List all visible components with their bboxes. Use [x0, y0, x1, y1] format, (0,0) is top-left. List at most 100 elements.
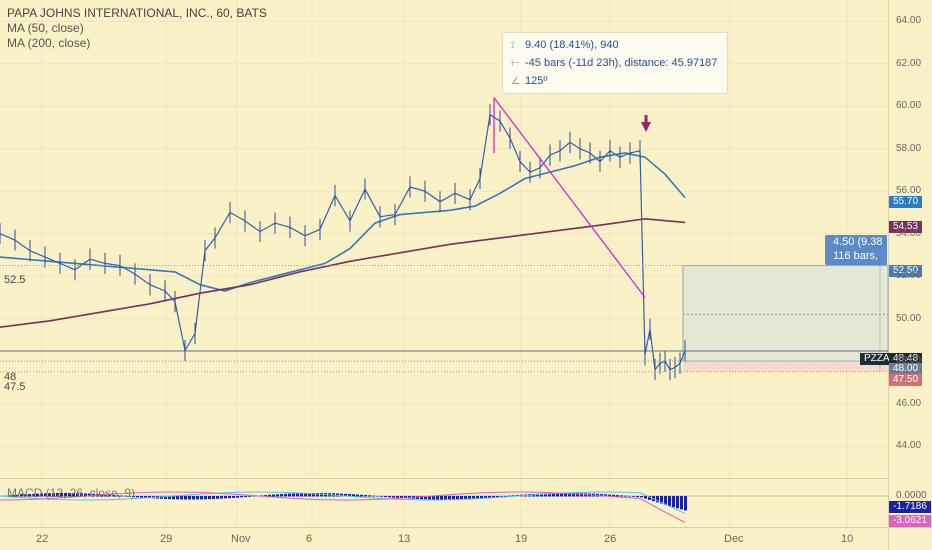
tooltip-price-row: ⟟ 9.40 (18.41%), 940	[511, 39, 619, 53]
short-position-box[interactable]	[682, 265, 889, 372]
left-label-entry: 48	[4, 371, 17, 383]
macd-hist-bar	[636, 496, 639, 498]
price-lines	[0, 265, 888, 373]
macd-hist-bar	[136, 496, 139, 498]
position-label-line2: 116 bars,	[833, 250, 879, 262]
macd-hist-bar	[68, 493, 71, 497]
macd-hist-bar	[664, 496, 667, 505]
macd-hist-bar	[112, 494, 115, 497]
measure-tooltip: ⟟ 9.40 (18.41%), 940 ⊢ -45 bars (-11d 23h)…	[502, 32, 728, 94]
macd-hist-bar	[632, 496, 635, 497]
macd-hist-bar	[344, 493, 347, 497]
macd-hist-bar	[200, 496, 203, 500]
macd-zero-label: 0.0000	[896, 490, 927, 501]
macd-hist-bar	[484, 496, 487, 498]
macd-hist-bar	[292, 493, 295, 497]
macd-hist-bar	[28, 494, 31, 497]
x-tick-label: 22	[36, 533, 49, 545]
macd-hist-bar	[388, 496, 391, 498]
y-tick-label: 54.00	[896, 227, 922, 239]
loss-zone	[683, 361, 888, 372]
macd-hist-bar	[384, 496, 387, 498]
macd-hist-bar	[672, 496, 675, 508]
tooltip-angle-row: ∠ 125º	[511, 75, 547, 89]
macd-hist-bar	[196, 496, 199, 500]
macd-hist-bar	[208, 496, 211, 500]
macd-hist-bar	[400, 496, 403, 499]
macd-hist-bar	[52, 493, 55, 497]
tooltip-bars-row: ⊢ -45 bars (-11d 23h), distance: 45.97187	[511, 57, 717, 71]
target-price-tag: 52.50	[889, 265, 923, 277]
macd-hist-bar	[372, 495, 375, 497]
macd-hist-bar	[84, 493, 87, 497]
macd-hist-bar	[648, 496, 651, 500]
macd-hist-bar	[116, 495, 119, 497]
x-tick-label: 10	[841, 533, 854, 545]
macd-hist-bar	[604, 494, 607, 497]
macd-hist-bar	[612, 494, 615, 497]
symbol-tag: PZZA	[860, 353, 894, 365]
macd-hist-bar	[184, 496, 187, 500]
pane-divider	[0, 478, 888, 479]
macd-hist-bar	[176, 496, 179, 500]
macd-hist-bar	[656, 496, 659, 503]
macd-hist-bar	[424, 496, 427, 500]
macd-hist-bar	[248, 496, 251, 497]
ma50-legend[interactable]: MA (50, close)	[7, 21, 84, 35]
macd-hist-bar	[440, 496, 443, 500]
macd-hist-bar	[352, 494, 355, 497]
macd-hist-bar	[572, 493, 575, 497]
macd-hist-bar	[228, 496, 231, 499]
macd-hist-bar	[492, 496, 495, 498]
signal-arrow-stem	[644, 115, 648, 123]
macd-hist-bar	[188, 496, 191, 500]
macd-hist-bar	[148, 496, 151, 499]
macd-hist-bar	[316, 493, 319, 497]
ma200-line	[0, 217, 686, 328]
time-axis-divider	[0, 527, 932, 528]
macd-hist-bar	[544, 493, 547, 497]
y-tick-label: 56.00	[896, 185, 922, 197]
macd-hist-bar	[616, 495, 619, 497]
position-label[interactable]: 4.50 (9.38 116 bars,	[825, 235, 887, 265]
macd-hist-bar	[88, 493, 91, 497]
macd-hist-bar	[428, 496, 431, 500]
macd-hist-bar	[180, 496, 183, 500]
x-tick-label: 19	[515, 533, 528, 545]
ma50-line	[0, 152, 686, 292]
left-label-target: 52.5	[4, 274, 26, 286]
y-tick-label: 44.00	[896, 440, 922, 452]
macd-hist-bar	[448, 496, 451, 500]
macd-hist-bar	[576, 493, 579, 497]
macd-hist-bar	[140, 496, 143, 498]
last-price-tag: 48.48	[889, 353, 923, 365]
stop-price-tag: 47.50	[889, 374, 923, 386]
macd-hist-bar	[216, 496, 219, 499]
y-tick-label: 50.00	[896, 312, 922, 324]
macd-hist-bar	[80, 493, 83, 497]
macd-hist-bar	[60, 493, 63, 497]
macd-hist-bar	[624, 495, 627, 497]
ma200-legend[interactable]: MA (200, close)	[7, 36, 91, 50]
position-label-line1: 4.50 (9.38	[833, 236, 883, 248]
macd-hist-bar	[556, 493, 559, 497]
macd-hist-bar	[280, 494, 283, 497]
macd-hist-bar	[76, 493, 79, 497]
trend-line[interactable]	[493, 97, 646, 298]
macd-hist-bar	[684, 496, 687, 511]
x-tick-label: Nov	[231, 533, 251, 545]
macd-hist-bar	[548, 493, 551, 497]
macd-hist-bar	[24, 494, 27, 497]
macd-hist-bar	[264, 495, 267, 497]
macd-hist-bar	[568, 493, 571, 497]
macd-legend[interactable]: MACD (12, 26, close, 9)	[7, 486, 136, 500]
macd-hist-bar	[456, 496, 459, 500]
macd-hist-bar	[676, 496, 679, 509]
price-line	[0, 113, 686, 372]
macd-hist-bar	[224, 496, 227, 499]
x-tick-label: 13	[398, 533, 411, 545]
macd-hist-bar	[436, 496, 439, 500]
macd-hist-bar	[452, 496, 455, 500]
